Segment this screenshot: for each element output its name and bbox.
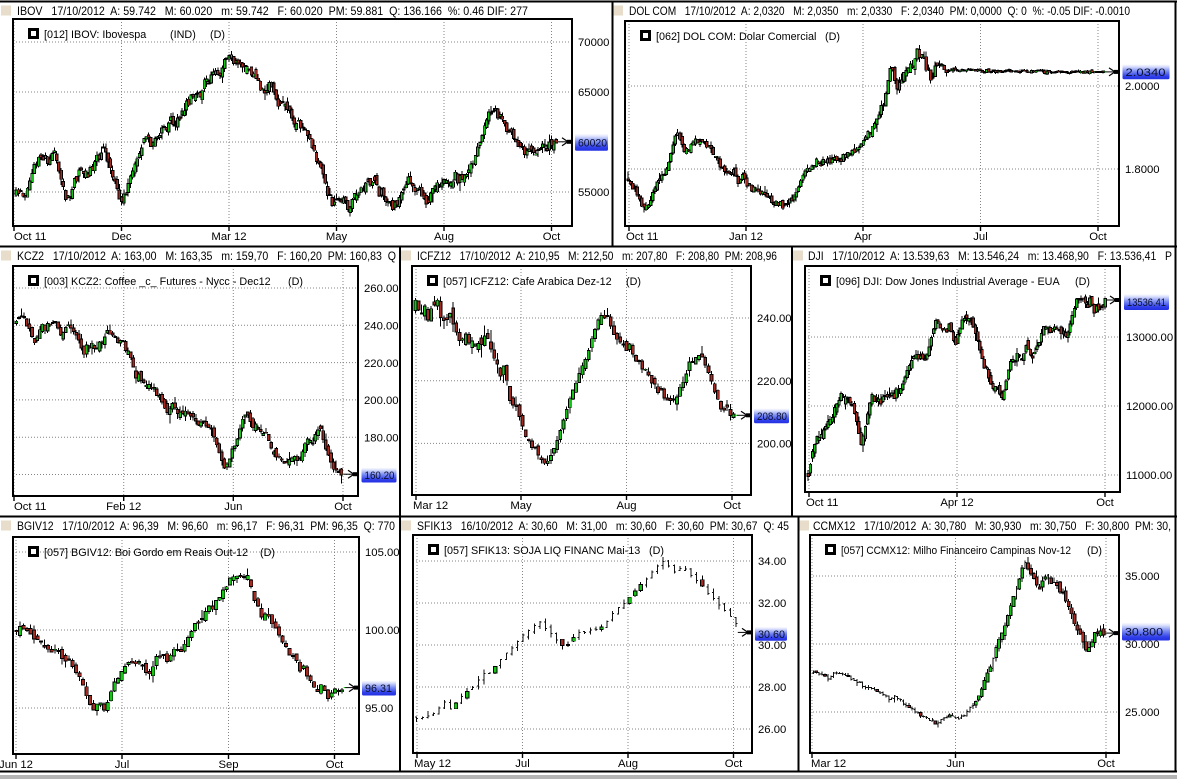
svg-text:[003] KCZ2: Coffee _c_ Futures: [003] KCZ2: Coffee _c_ Futures - Nycc - … — [44, 276, 271, 288]
svg-text:(D): (D) — [288, 276, 303, 288]
svg-text:Oct 11: Oct 11 — [14, 231, 46, 243]
svg-text:(D): (D) — [649, 545, 664, 557]
svg-text:[057] CCMX12: Milho Financeiro: [057] CCMX12: Milho Financeiro Campinas … — [841, 545, 1071, 557]
svg-text:200.00: 200.00 — [364, 395, 399, 407]
svg-text:Oct: Oct — [334, 501, 352, 513]
svg-text:220.00: 220.00 — [757, 376, 792, 388]
svg-text:[057] BGIV12: Boi Gordo em Rea: [057] BGIV12: Boi Gordo em Reais Out-12 — [44, 547, 248, 559]
svg-text:May 12: May 12 — [414, 758, 451, 770]
svg-text:13000.00: 13000.00 — [1126, 332, 1173, 344]
svg-text:CCMX12 17/10/2012 A: 30,780: CCMX12 17/10/2012 A: 30,780 M: 30,930 m:… — [813, 519, 1171, 533]
svg-text:105.00: 105.00 — [365, 547, 400, 559]
svg-text:30.60: 30.60 — [758, 629, 785, 641]
svg-text:65000: 65000 — [578, 87, 609, 99]
svg-text:Apr: Apr — [854, 231, 872, 243]
svg-text:1.8000: 1.8000 — [1125, 164, 1160, 176]
svg-text:IBOV 17/10/2012 A: 59.742: IBOV 17/10/2012 A: 59.742 M: 60.020 m: 5… — [17, 4, 528, 18]
svg-text:May: May — [510, 500, 532, 512]
svg-text:Oct: Oct — [725, 758, 743, 770]
svg-text:35.000: 35.000 — [1125, 571, 1160, 583]
svg-text:BGIV12 17/10/2012 A: 96,39: BGIV12 17/10/2012 A: 96,39 M: 96,60 m: 9… — [17, 519, 395, 533]
svg-text:[057] SFIK13: SOJA LIQ FINANC: [057] SFIK13: SOJA LIQ FINANC Mai-13 — [444, 545, 640, 557]
svg-text:[096] DJI: Dow Jones Industria: [096] DJI: Dow Jones Industrial Average … — [836, 276, 1060, 288]
svg-text:55000: 55000 — [578, 187, 609, 199]
svg-text:95.00: 95.00 — [365, 703, 393, 715]
svg-text:Oct: Oct — [326, 759, 344, 771]
svg-text:DJI 17/10/2012 A: 13.539,63: DJI 17/10/2012 A: 13.539,63 M: 13.546,24… — [808, 249, 1172, 263]
svg-text:Mar 12: Mar 12 — [413, 500, 448, 512]
svg-text:Oct: Oct — [1097, 758, 1115, 770]
svg-text:(IND): (IND) — [170, 29, 196, 41]
svg-text:240.00: 240.00 — [364, 321, 399, 333]
svg-text:96.31: 96.31 — [365, 683, 392, 695]
svg-text:Dec: Dec — [111, 231, 131, 243]
svg-text:25.000: 25.000 — [1125, 707, 1160, 719]
svg-text:Mar 12: Mar 12 — [811, 758, 846, 770]
svg-text:Jun: Jun — [224, 501, 242, 513]
svg-text:[057] ICFZ12: Cafe Arabica Dez: [057] ICFZ12: Cafe Arabica Dez-12 — [443, 276, 612, 288]
svg-text:Apr 12: Apr 12 — [940, 497, 973, 509]
svg-text:(D): (D) — [626, 276, 641, 288]
svg-text:Oct 11: Oct 11 — [626, 231, 658, 243]
svg-text:200.00: 200.00 — [757, 439, 792, 451]
svg-text:Jun 12: Jun 12 — [0, 759, 33, 771]
svg-text:34.00: 34.00 — [758, 556, 786, 568]
svg-text:30.00: 30.00 — [758, 640, 786, 652]
svg-text:208.80: 208.80 — [757, 411, 787, 423]
svg-text:260.00: 260.00 — [364, 283, 399, 295]
svg-text:32.00: 32.00 — [758, 598, 786, 610]
svg-text:28.00: 28.00 — [758, 682, 786, 694]
svg-text:Aug: Aug — [618, 758, 638, 770]
svg-text:Oct 11: Oct 11 — [806, 497, 838, 509]
svg-text:70000: 70000 — [578, 37, 609, 49]
svg-text:26.00: 26.00 — [758, 724, 786, 736]
svg-text:Jul: Jul — [115, 759, 129, 771]
svg-text:2.0000: 2.0000 — [1125, 81, 1160, 93]
svg-text:(D): (D) — [1075, 276, 1090, 288]
svg-text:SFIK13 16/10/2012 A: 30,60: SFIK13 16/10/2012 A: 30,60 M: 31,00 m: 3… — [417, 519, 789, 533]
svg-text:Feb 12: Feb 12 — [106, 501, 141, 513]
svg-text:Oct: Oct — [723, 500, 741, 512]
svg-text:Aug: Aug — [616, 500, 636, 512]
svg-text:Jan 12: Jan 12 — [729, 231, 763, 243]
svg-text:160.20: 160.20 — [365, 470, 395, 482]
svg-text:12000.00: 12000.00 — [1126, 401, 1173, 413]
svg-text:240.00: 240.00 — [757, 313, 792, 325]
svg-text:DOL COM 17/10/2012 A: 2,032: DOL COM 17/10/2012 A: 2,0320 M: 2,0350 m… — [629, 4, 1130, 18]
svg-text:60020: 60020 — [578, 138, 607, 150]
svg-text:KCZ2 17/10/2012 A: 163,00: KCZ2 17/10/2012 A: 163,00 M: 163,35 m: 1… — [17, 249, 396, 263]
svg-text:(D): (D) — [1087, 545, 1102, 557]
svg-text:(D): (D) — [210, 29, 225, 41]
svg-text:Oct: Oct — [1096, 497, 1114, 509]
svg-text:[012] IBOV: Ibovespa: [012] IBOV: Ibovespa — [44, 29, 146, 41]
svg-text:Oct: Oct — [1089, 231, 1107, 243]
svg-text:180.00: 180.00 — [364, 432, 399, 444]
svg-text:2.0340: 2.0340 — [1126, 67, 1166, 79]
svg-text:Oct 11: Oct 11 — [14, 501, 46, 513]
svg-text:Mar 12: Mar 12 — [211, 231, 246, 243]
svg-text:May: May — [326, 231, 348, 243]
svg-text:[062] DOL COM: Dolar Comercial: [062] DOL COM: Dolar Comercial — [656, 31, 816, 43]
svg-text:13536.41: 13536.41 — [1127, 297, 1166, 309]
svg-text:100.00: 100.00 — [365, 625, 400, 637]
svg-text:30.000: 30.000 — [1125, 639, 1160, 651]
svg-text:Jul: Jul — [515, 758, 529, 770]
svg-text:Jun: Jun — [946, 758, 964, 770]
svg-text:Aug: Aug — [434, 231, 454, 243]
svg-text:ICFZ12 17/10/2012 A: 210,95: ICFZ12 17/10/2012 A: 210,95 M: 212,50 m:… — [417, 249, 777, 263]
svg-text:Jul: Jul — [973, 231, 987, 243]
svg-text:220.00: 220.00 — [364, 358, 399, 370]
svg-text:Sep: Sep — [218, 759, 238, 771]
svg-text:11000.00: 11000.00 — [1126, 470, 1172, 482]
svg-text:Oct: Oct — [543, 231, 561, 243]
svg-text:30.800: 30.800 — [1125, 627, 1163, 639]
svg-text:(D): (D) — [825, 31, 840, 43]
svg-text:(D): (D) — [260, 547, 275, 559]
